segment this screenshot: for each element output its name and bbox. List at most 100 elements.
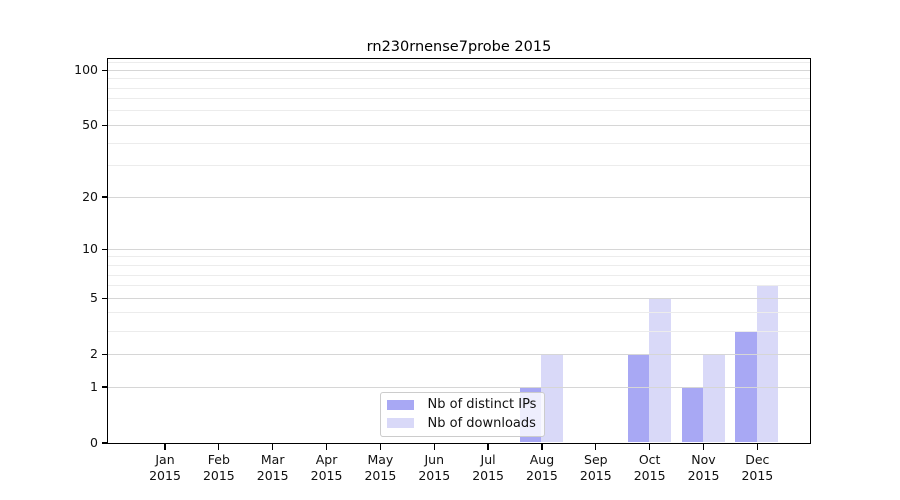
gridline-minor: [107, 98, 810, 100]
gridline-minor: [107, 256, 810, 258]
gridline-minor: [107, 142, 810, 144]
x-tick-year: 2015: [472, 468, 504, 483]
x-tick-year: 2015: [149, 468, 181, 483]
legend: Nb of distinct IPs Nb of downloads: [379, 391, 545, 437]
y-tick-mark: [101, 353, 108, 355]
x-tick-year: 2015: [256, 468, 289, 483]
legend-item-distinct-ips: Nb of distinct IPs: [386, 396, 538, 415]
x-tick-month: Mar: [260, 452, 285, 467]
legend-swatch-downloads-icon: [386, 418, 414, 429]
y-tick-mark: [101, 69, 108, 71]
y-tick-label: 5: [90, 290, 98, 306]
y-tick-label: 20: [82, 189, 98, 205]
x-tick-label: May 2015: [348, 452, 412, 484]
gridline-minor: [107, 265, 810, 266]
y-tick-mark: [101, 196, 108, 198]
gridline-minor: [107, 312, 810, 314]
x-tick-label: Oct 2015: [618, 452, 682, 484]
x-tick-label: Dec 2015: [725, 452, 789, 484]
legend-item-downloads: Nb of downloads: [386, 414, 538, 433]
chart-title: rn230rnense7probe 2015: [366, 39, 552, 55]
x-tick-month: Sep: [584, 452, 608, 467]
gridline-major: [107, 297, 810, 299]
x-tick-label: Jun 2015: [402, 452, 466, 484]
gridline-minor: [107, 78, 810, 80]
gridline-minor: [107, 285, 810, 287]
gridline-major: [107, 386, 810, 388]
x-tick-mark: [272, 443, 274, 450]
y-tick-mark: [101, 442, 108, 444]
x-tick-month: Nov: [691, 452, 716, 467]
x-tick-year: 2015: [526, 468, 558, 483]
x-tick-month: Oct: [638, 452, 661, 467]
gridline-major: [107, 196, 810, 198]
gridline-minor: [107, 274, 810, 276]
legend-label-distinct-ips: Nb of distinct IPs: [427, 397, 537, 413]
bar-distinct-ips-dec: [735, 330, 757, 443]
y-tick-mark: [101, 386, 108, 388]
y-tick-mark: [101, 124, 108, 127]
x-tick-month: Dec: [745, 452, 770, 467]
x-tick-year: 2015: [687, 468, 720, 483]
plot-area: Nb of distinct IPs Nb of downloads: [106, 57, 811, 444]
x-tick-month: Apr: [315, 452, 338, 467]
y-tick-label: 1: [90, 379, 98, 394]
x-tick-mark: [649, 443, 651, 450]
gridline-minor: [107, 62, 810, 64]
y-tick-mark: [101, 248, 108, 250]
x-tick-year: 2015: [202, 468, 235, 483]
bar-downloads-oct: [649, 297, 671, 443]
y-tick-label: 50: [82, 117, 98, 133]
x-tick-label: Jan 2015: [133, 452, 197, 484]
x-tick-label: Feb 2015: [187, 452, 251, 484]
grid-layer: [107, 59, 810, 443]
x-tick-year: 2015: [418, 468, 451, 483]
x-tick-mark: [702, 443, 705, 450]
x-tick-mark: [379, 443, 382, 450]
gridline-major: [107, 353, 810, 355]
x-tick-mark: [541, 443, 543, 450]
x-tick-year: 2015: [633, 468, 666, 483]
bars-layer: [108, 59, 810, 443]
gridline-major: [107, 124, 810, 126]
gridline-major: [107, 248, 810, 250]
x-tick-month: Feb: [207, 452, 230, 467]
x-tick-year: 2015: [310, 468, 343, 483]
bar-downloads-nov: [703, 353, 725, 443]
y-tick-label: 0: [90, 435, 98, 450]
x-tick-mark: [595, 443, 597, 450]
y-tick-mark: [101, 297, 108, 299]
bar-downloads-dec: [756, 285, 779, 443]
bar-distinct-ips-nov: [681, 386, 703, 443]
x-tick-mark: [487, 443, 489, 450]
x-tick-label: Apr 2015: [295, 452, 359, 484]
x-tick-label: Sep 2015: [564, 452, 628, 484]
x-tick-label: Jul 2015: [456, 452, 520, 484]
x-tick-mark: [164, 443, 166, 450]
legend-swatch-distinct-ips-icon: [386, 399, 414, 410]
x-tick-label: Aug 2015: [510, 452, 574, 484]
gridline-minor: [107, 87, 810, 89]
x-tick-mark: [756, 443, 758, 450]
x-tick-label: Nov 2015: [672, 452, 736, 484]
x-tick-year: 2015: [579, 468, 612, 483]
x-tick-month: Jun: [424, 452, 445, 467]
gridline-minor: [107, 165, 810, 167]
bar-distinct-ips-oct: [627, 353, 650, 443]
x-tick-label: Mar 2015: [241, 452, 305, 484]
x-tick-mark: [325, 443, 328, 450]
y-tick-label: 100: [74, 62, 98, 78]
x-tick-mark: [218, 443, 220, 450]
x-tick-year: 2015: [364, 468, 397, 483]
gridline-major: [107, 69, 810, 71]
gridline-minor: [107, 330, 810, 332]
y-tick-label: 2: [90, 346, 98, 362]
x-tick-mark: [433, 443, 435, 450]
gridline-minor: [107, 110, 810, 112]
x-tick-month: Aug: [529, 452, 555, 467]
legend-label-downloads: Nb of downloads: [427, 415, 536, 431]
bar-downloads-aug: [541, 353, 563, 443]
x-tick-year: 2015: [741, 468, 774, 483]
x-tick-month: Jan: [155, 452, 175, 467]
